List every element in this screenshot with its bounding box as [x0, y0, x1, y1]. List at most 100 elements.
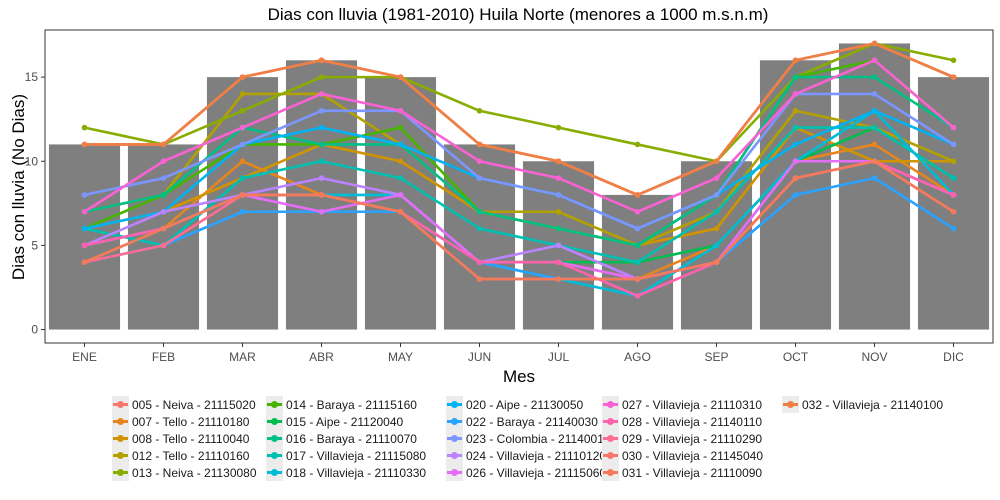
- series-point: [476, 141, 483, 148]
- series-point: [792, 91, 799, 97]
- series-point: [81, 141, 88, 148]
- y-tick-label: 5: [31, 238, 38, 252]
- series-line-4: [84, 42, 954, 163]
- series-point: [634, 225, 641, 232]
- series-point: [871, 57, 878, 64]
- legend-item: 031 - Villavieja - 21110090: [602, 464, 762, 481]
- legend-item: 013 - Neiva - 21130080: [112, 464, 257, 481]
- series-point: [476, 276, 483, 282]
- bar-ene: [48, 144, 121, 330]
- y-tick-label: 0: [31, 323, 38, 337]
- legend-key: [446, 464, 463, 481]
- legend-label: 007 - Tello - 21110180: [132, 414, 250, 429]
- y-axis-label: Dias con lluvia (No Dias): [9, 94, 28, 280]
- x-tick-label: JUN: [468, 350, 491, 364]
- series-point: [950, 158, 957, 165]
- series-point: [476, 175, 483, 181]
- series-point: [871, 158, 878, 165]
- series-point: [318, 192, 325, 198]
- series-point: [634, 141, 641, 148]
- series-point: [950, 141, 957, 148]
- series-point: [318, 208, 325, 215]
- bar-may: [364, 77, 437, 330]
- series-point: [318, 141, 325, 148]
- legend-key: [602, 413, 619, 430]
- series-point: [160, 175, 167, 181]
- series-line-20: [84, 42, 955, 197]
- series-point: [318, 175, 325, 181]
- series-point: [950, 124, 957, 131]
- series-point: [476, 259, 483, 266]
- legend-label: 018 - Villavieja - 21110330: [286, 465, 427, 480]
- series-point: [634, 192, 641, 198]
- legend-item: 017 - Villavieja - 21115080: [266, 447, 426, 464]
- series-point: [871, 74, 878, 80]
- series-point: [713, 259, 720, 266]
- y-axis: 0 5 10 15: [25, 70, 45, 337]
- series-point: [871, 141, 878, 148]
- legend-label: 026 - Villavieja - 21115060: [466, 465, 607, 480]
- series-point: [476, 158, 483, 165]
- series-point: [81, 242, 88, 249]
- series-point: [713, 175, 720, 181]
- x-tick-label: AGO: [624, 350, 651, 364]
- series-point: [239, 91, 246, 97]
- series-point: [792, 57, 799, 64]
- series-point: [950, 208, 957, 215]
- series-point: [792, 74, 799, 80]
- legend-key: [446, 396, 463, 413]
- legend-item: 012 - Tello - 21110160: [112, 447, 249, 464]
- legend-label: 012 - Tello - 21110160: [132, 448, 250, 463]
- series-point: [160, 141, 167, 148]
- legend-item: 014 - Baraya - 21115160: [266, 396, 417, 413]
- legend-item: 005 - Neiva - 21115020: [112, 396, 256, 413]
- series-point: [397, 141, 404, 148]
- bar-jun: [443, 144, 516, 330]
- series-line-7: [84, 75, 955, 247]
- legend-item: 023 - Colombia - 21140010: [446, 430, 611, 447]
- series-point: [160, 242, 167, 249]
- series-point: [81, 208, 88, 215]
- legend-key: [446, 413, 463, 430]
- legend-key: [266, 396, 283, 413]
- legend-label: 027 - Villavieja - 21110310: [622, 397, 763, 412]
- series-point: [555, 242, 562, 249]
- series-point: [871, 40, 878, 47]
- series-point: [555, 192, 562, 198]
- legend-key: [112, 464, 129, 481]
- legend-key: [782, 396, 799, 413]
- series-point: [476, 208, 483, 215]
- series-point: [555, 208, 562, 215]
- series-point: [397, 74, 404, 80]
- series-point: [239, 107, 246, 114]
- series-point: [713, 192, 720, 198]
- series-line-11: [84, 176, 955, 281]
- x-tick-label: DIC: [943, 350, 964, 364]
- series-point: [239, 208, 246, 215]
- x-axis: ENE FEB MAR ABR MAY JUN JUL AGO SEP OCT NOV DIC: [72, 343, 964, 364]
- legend-label: 013 - Neiva - 21130080: [132, 465, 257, 480]
- series-point: [81, 225, 88, 232]
- x-tick-label: MAY: [388, 350, 413, 364]
- series-point: [871, 91, 878, 97]
- bar-mar: [206, 77, 279, 330]
- legend-item: 020 - Aipe - 21130050: [446, 396, 583, 413]
- lines-layer: [81, 40, 957, 299]
- series-line-12: [84, 92, 955, 230]
- series-point: [318, 158, 325, 165]
- series-point: [239, 124, 246, 131]
- legend-key: [112, 430, 129, 447]
- series-line-8: [84, 126, 955, 264]
- legend-key: [266, 430, 283, 447]
- x-tick-label: MAR: [229, 350, 256, 364]
- legend-item: 028 - Villavieja - 21140110: [602, 413, 762, 430]
- series-point: [318, 57, 325, 64]
- legend-item: 029 - Villavieja - 21110290: [602, 430, 762, 447]
- series-point: [950, 57, 957, 64]
- series-point: [792, 141, 799, 148]
- legend-item: 032 - Villavieja - 21140100: [782, 396, 943, 413]
- series-point: [713, 225, 720, 232]
- legend-key: [602, 447, 619, 464]
- series-point: [792, 158, 799, 165]
